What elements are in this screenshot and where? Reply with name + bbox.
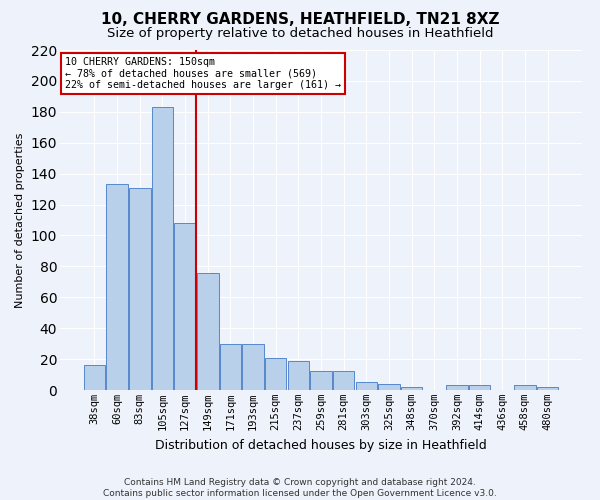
Bar (310, 372, 332, 390)
Bar (242, 344, 264, 390)
Bar (333, 372, 355, 390)
Bar (401, 387, 422, 390)
Bar (106, 184, 128, 390)
Text: 10, CHERRY GARDENS, HEATHFIELD, TN21 8XZ: 10, CHERRY GARDENS, HEATHFIELD, TN21 8XZ (101, 12, 499, 28)
Bar (378, 384, 400, 390)
Bar (287, 360, 309, 390)
Bar (129, 188, 151, 390)
Bar (152, 107, 173, 390)
Bar (446, 386, 467, 390)
Text: 10 CHERRY GARDENS: 150sqm
← 78% of detached houses are smaller (569)
22% of semi: 10 CHERRY GARDENS: 150sqm ← 78% of detac… (65, 57, 341, 90)
Bar (356, 382, 377, 390)
Bar (265, 358, 286, 390)
Bar (469, 386, 490, 390)
Bar (197, 272, 218, 390)
Bar (514, 386, 536, 390)
Y-axis label: Number of detached properties: Number of detached properties (15, 132, 25, 308)
X-axis label: Distribution of detached houses by size in Heathfield: Distribution of detached houses by size … (155, 438, 487, 452)
Bar (175, 223, 196, 390)
Text: Contains HM Land Registry data © Crown copyright and database right 2024.
Contai: Contains HM Land Registry data © Crown c… (103, 478, 497, 498)
Bar (537, 387, 558, 390)
Text: Size of property relative to detached houses in Heathfield: Size of property relative to detached ho… (107, 28, 493, 40)
Bar (84, 366, 105, 390)
Bar (220, 344, 241, 390)
